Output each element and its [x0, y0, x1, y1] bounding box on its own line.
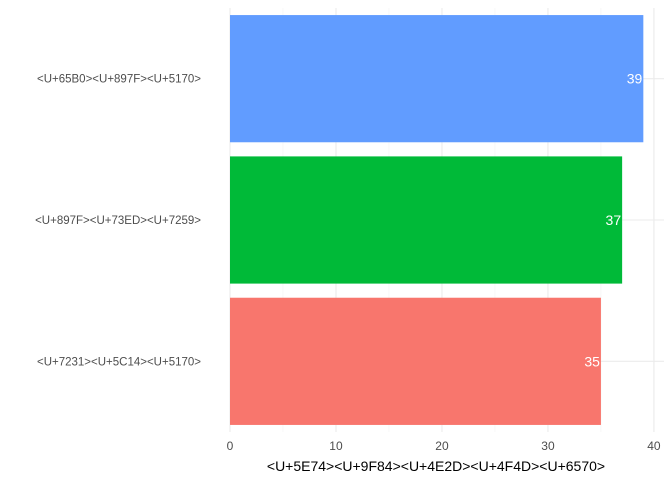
x-axis-tick-label: 20	[435, 439, 449, 453]
x-axis-tick-label: 10	[329, 439, 343, 453]
bar	[230, 15, 644, 143]
bar-value-labels: 35 37 39	[584, 71, 642, 370]
y-axis-category-labels: <U+7231><U+5C14><U+5170> <U+897F><U+73ED>…	[35, 74, 201, 369]
y-axis-category-label: <U+897F><U+73ED><U+7259>	[35, 215, 201, 227]
x-axis-tick-label: 40	[647, 439, 661, 453]
x-axis-title: <U+5E74><U+9F84><U+4E2D><U+4F4D><U+6570>	[267, 458, 605, 474]
bar-value-label: 37	[606, 212, 622, 228]
bar	[230, 297, 601, 425]
x-axis-tick-labels: 0 10 20 30 40	[227, 439, 661, 453]
bar-value-label: 39	[627, 71, 643, 87]
bar-value-label: 35	[584, 353, 600, 369]
bars	[230, 15, 644, 425]
y-axis-category-label: <U+65B0><U+897F><U+5170>	[37, 74, 201, 86]
bar	[230, 156, 623, 284]
x-axis-tick-label: 0	[227, 439, 234, 453]
y-axis-category-label: <U+7231><U+5C14><U+5170>	[37, 356, 201, 368]
x-axis-tick-label: 30	[541, 439, 555, 453]
